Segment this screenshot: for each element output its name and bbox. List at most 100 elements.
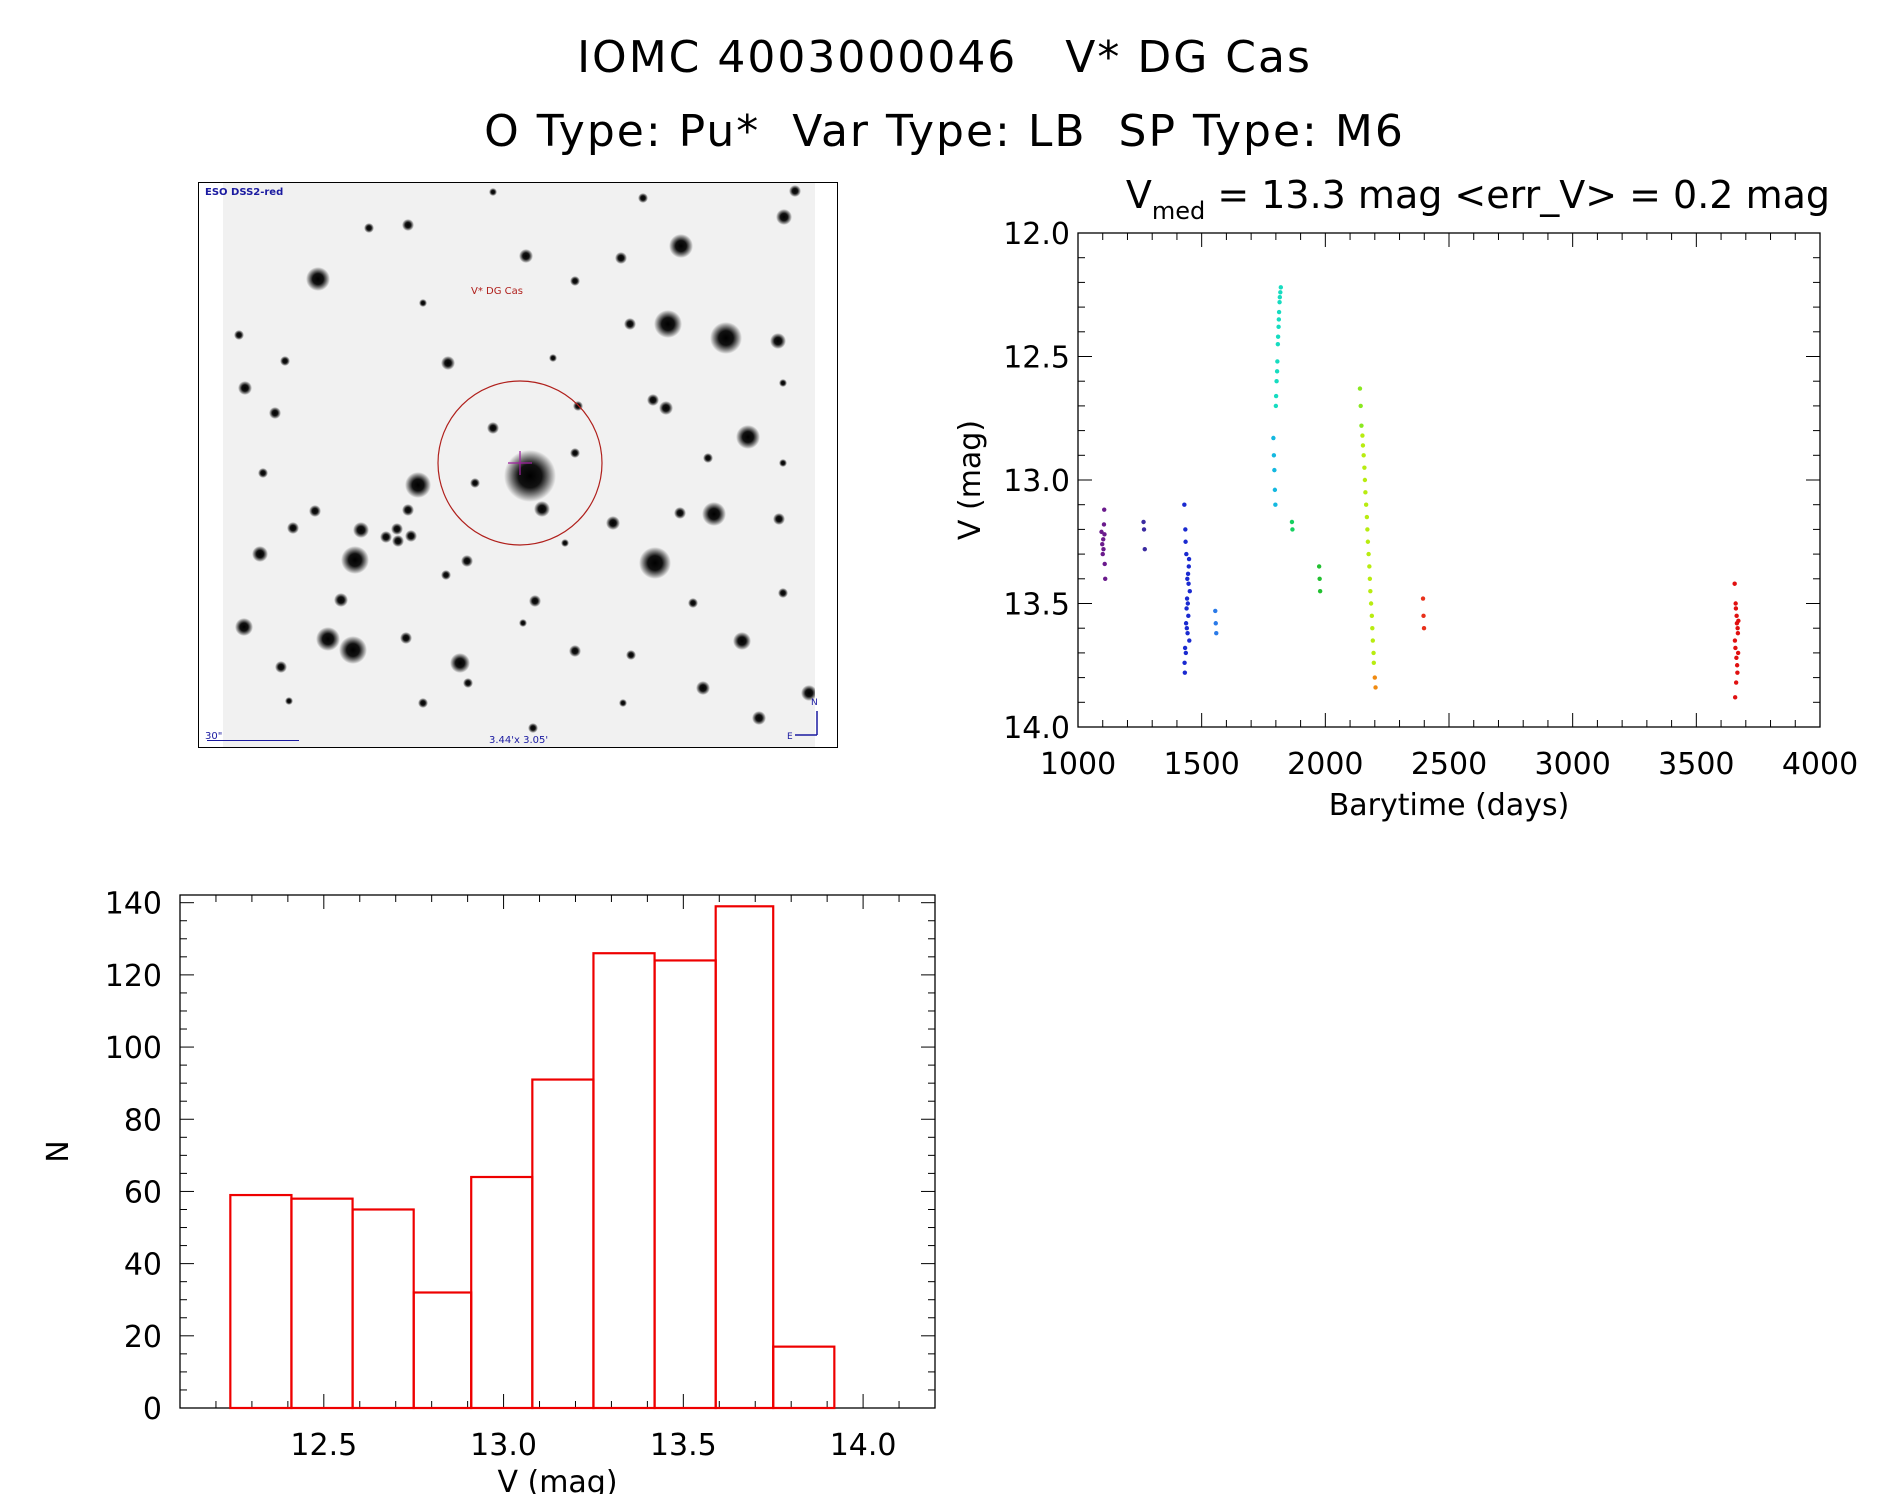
star-icon bbox=[252, 546, 268, 562]
data-point bbox=[1732, 638, 1738, 643]
star-icon bbox=[770, 333, 786, 349]
data-point bbox=[1734, 613, 1739, 619]
data-point bbox=[1420, 596, 1426, 601]
star-icon bbox=[487, 422, 499, 434]
star-icon bbox=[647, 394, 659, 406]
title-subscript: med bbox=[1152, 197, 1205, 225]
star-icon bbox=[441, 356, 455, 370]
star-icon bbox=[638, 193, 648, 203]
star-icon bbox=[450, 653, 470, 673]
data-point bbox=[1186, 564, 1192, 569]
data-point bbox=[1101, 537, 1106, 542]
data-point bbox=[1373, 685, 1378, 690]
data-point bbox=[1273, 502, 1278, 507]
x-tick-label: 13.0 bbox=[470, 1428, 537, 1463]
data-point bbox=[1277, 299, 1282, 305]
data-point bbox=[1273, 403, 1279, 409]
star-icon bbox=[470, 478, 480, 488]
chart-title-line1: IOMC 4003000046 V* DG Cas bbox=[577, 32, 1312, 83]
data-point bbox=[1274, 369, 1280, 374]
data-point bbox=[1367, 564, 1372, 569]
data-point bbox=[1362, 477, 1368, 483]
y-axis-label: N bbox=[41, 1140, 76, 1162]
data-point bbox=[1362, 465, 1367, 470]
data-point bbox=[1366, 551, 1371, 557]
data-point bbox=[1290, 527, 1295, 532]
data-point bbox=[1368, 601, 1374, 606]
svg-text:N: N bbox=[811, 698, 818, 708]
star-icon bbox=[528, 723, 538, 733]
star-icon bbox=[258, 468, 268, 478]
data-point bbox=[1734, 663, 1740, 668]
data-point bbox=[1275, 334, 1281, 339]
data-point bbox=[1369, 613, 1375, 619]
star-icon bbox=[779, 379, 787, 387]
data-point bbox=[1732, 695, 1738, 700]
star-icon bbox=[402, 219, 414, 231]
y-tick-label: 20 bbox=[124, 1320, 162, 1355]
star-field-svg bbox=[234, 185, 817, 733]
x-axis-label: Barytime (days) bbox=[1329, 788, 1570, 823]
data-point bbox=[1213, 621, 1218, 626]
y-tick-label: 14.0 bbox=[1003, 711, 1070, 746]
star-icon bbox=[441, 570, 451, 580]
data-point bbox=[1276, 317, 1282, 322]
y-tick-label: 40 bbox=[124, 1248, 162, 1283]
y-tick-label: 120 bbox=[105, 959, 162, 994]
title-rest: = 13.3 mag <err_V> = 0.2 mag bbox=[1205, 173, 1830, 217]
data-point bbox=[1184, 606, 1189, 611]
data-point bbox=[1182, 670, 1188, 675]
data-point bbox=[1102, 561, 1107, 567]
star-icon bbox=[364, 223, 374, 233]
data-point bbox=[1183, 539, 1188, 544]
data-point bbox=[1101, 522, 1107, 527]
y-tick-label: 13.5 bbox=[1003, 588, 1070, 623]
data-point bbox=[1142, 546, 1147, 552]
data-point bbox=[1360, 443, 1366, 448]
target-label: V* DG Cas bbox=[471, 286, 523, 297]
x-tick-label: 12.5 bbox=[290, 1428, 357, 1463]
data-point bbox=[1278, 285, 1284, 290]
star-icon bbox=[624, 318, 636, 330]
star-icon bbox=[626, 650, 636, 660]
star-icon bbox=[534, 501, 550, 517]
star-icon bbox=[353, 522, 369, 538]
star-icon bbox=[606, 516, 620, 530]
x-axis-label: V (mag) bbox=[497, 1465, 617, 1494]
data-point bbox=[1735, 630, 1741, 636]
data-point bbox=[1277, 295, 1283, 300]
data-point bbox=[1276, 309, 1282, 315]
star-icon bbox=[461, 555, 473, 567]
star-icon bbox=[570, 276, 580, 286]
data-point bbox=[1275, 341, 1281, 347]
data-point bbox=[1186, 556, 1192, 562]
histogram-bar bbox=[653, 959, 717, 1410]
star-icon bbox=[778, 588, 788, 598]
field-size-label: 3.44'x 3.05' bbox=[489, 735, 549, 746]
star-icon bbox=[659, 401, 673, 415]
data-point bbox=[1273, 393, 1279, 399]
star-icon bbox=[789, 185, 801, 197]
star-icon bbox=[519, 619, 527, 627]
data-point bbox=[1316, 564, 1322, 569]
star-icon bbox=[489, 188, 497, 196]
data-point bbox=[1213, 608, 1218, 614]
y-tick-label: 140 bbox=[105, 887, 162, 922]
data-point bbox=[1185, 630, 1190, 636]
data-point bbox=[1183, 621, 1189, 626]
x-tick-label: 4000 bbox=[1782, 747, 1858, 782]
data-point bbox=[1371, 660, 1377, 665]
data-point bbox=[1184, 551, 1189, 557]
data-point bbox=[1365, 527, 1370, 532]
x-tick-label: 1000 bbox=[1040, 747, 1116, 782]
y-tick-label: 100 bbox=[105, 1031, 162, 1066]
star-icon bbox=[405, 472, 431, 498]
star-icon bbox=[688, 598, 698, 608]
y-tick-label: 80 bbox=[124, 1103, 162, 1138]
y-tick-label: 13.0 bbox=[1003, 464, 1070, 499]
svg-text:E: E bbox=[787, 732, 793, 741]
data-point bbox=[1271, 435, 1276, 441]
histogram-bar bbox=[772, 1345, 836, 1410]
y-tick-label: 0 bbox=[143, 1392, 162, 1427]
finder-chart-image: ESO DSS2-red V* DG Cas 30" 3.44'x 3.05' … bbox=[198, 182, 838, 748]
